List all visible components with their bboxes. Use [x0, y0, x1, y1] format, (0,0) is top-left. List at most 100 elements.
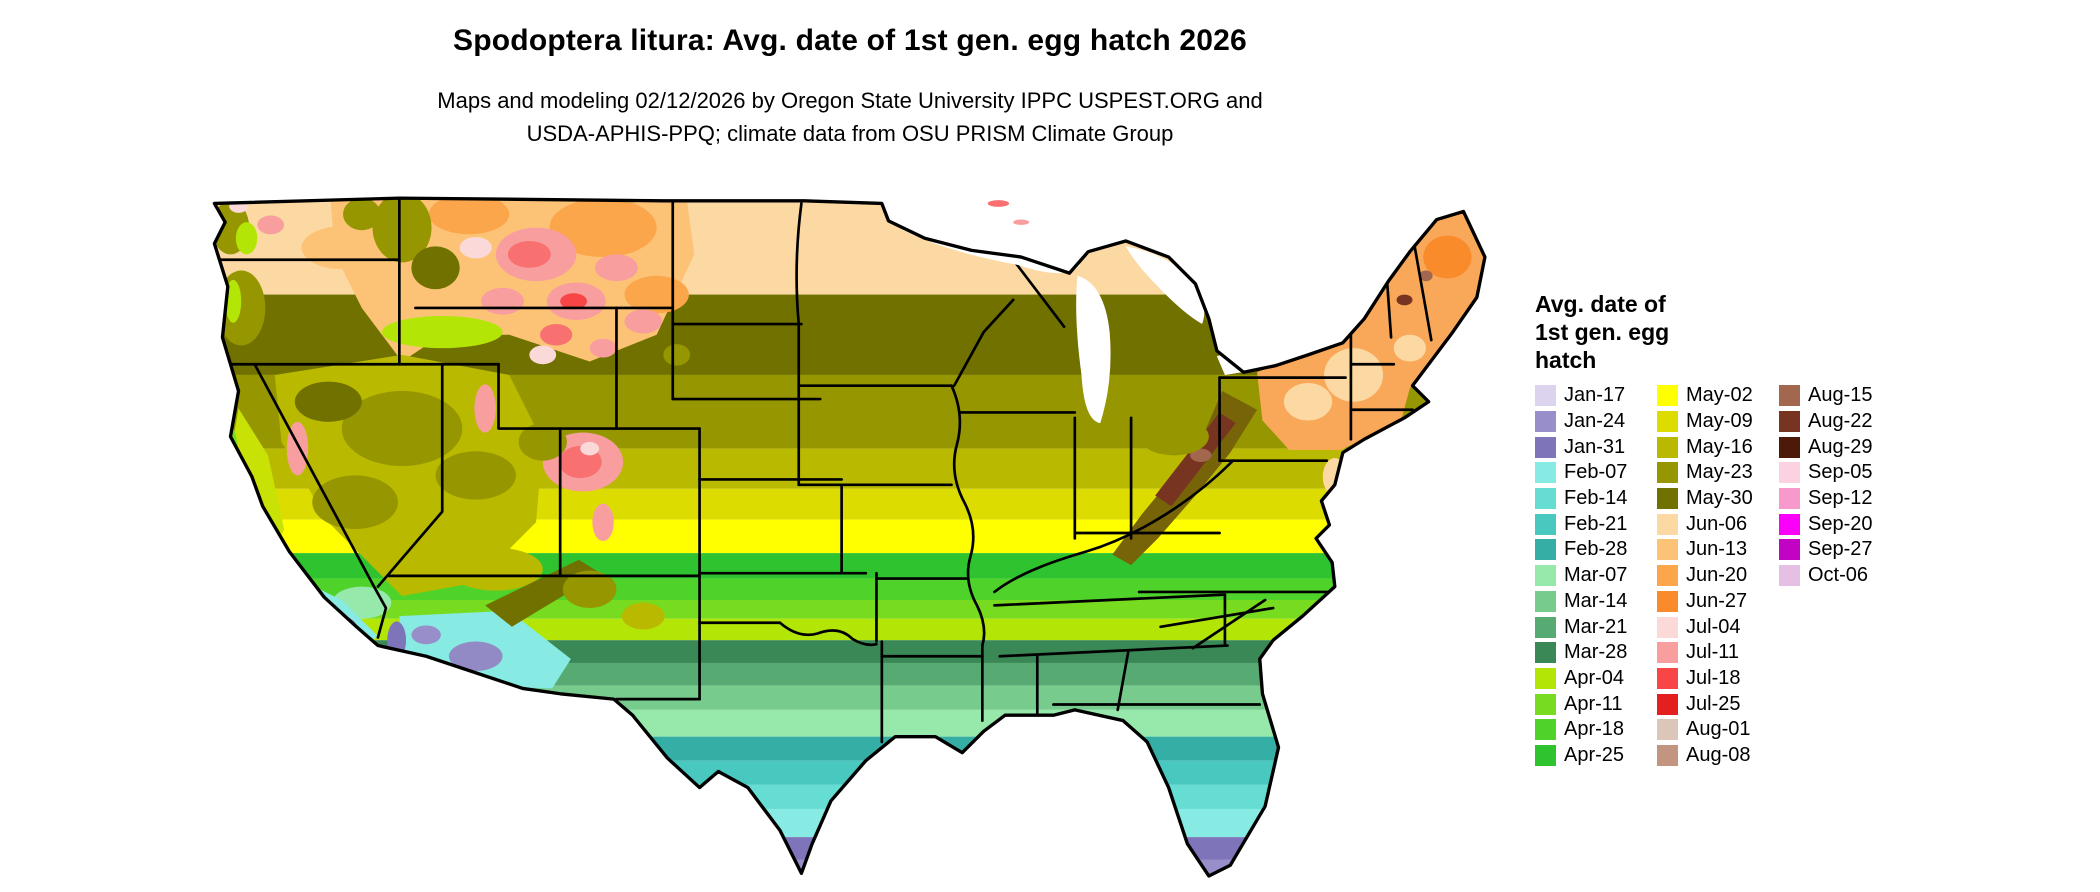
us-choropleth-map: [212, 196, 1487, 878]
legend-color-swatch: [1779, 539, 1800, 561]
legend-entry: Aug-08: [1657, 743, 1779, 769]
legend-color-swatch: [1535, 411, 1556, 433]
legend-color-swatch: [1657, 462, 1678, 484]
legend-entry: Mar-14: [1535, 589, 1657, 615]
legend-date-label: May-09: [1686, 410, 1753, 433]
legend-date-label: Jan-31: [1564, 435, 1626, 458]
legend-color-swatch: [1535, 488, 1556, 510]
legend-entry: Jul-11: [1657, 640, 1779, 666]
legend-column: Jan-17 Jan-24 Jan-31 Feb-07 Feb-14 Feb-21 Feb-…: [1535, 383, 1657, 768]
legend-date-label: Sep-20: [1808, 512, 1873, 535]
page-subtitle: Maps and modeling 02/12/2026 by Oregon S…: [0, 84, 1700, 150]
legend-color-swatch: [1657, 642, 1678, 664]
legend-entry: May-09: [1657, 409, 1779, 435]
subtitle-line-1: Maps and modeling 02/12/2026 by Oregon S…: [437, 88, 1263, 113]
legend-color-swatch: [1535, 539, 1556, 561]
subtitle-line-2: USDA-APHIS-PPQ; climate data from OSU PR…: [526, 121, 1174, 146]
legend-date-label: Jun-06: [1686, 512, 1748, 535]
legend-title-line-3: hatch: [1535, 347, 1597, 373]
legend-date-label: Apr-04: [1564, 666, 1625, 689]
legend-date-label: Mar-21: [1564, 615, 1628, 638]
legend-entry: Jun-13: [1657, 537, 1779, 563]
legend-date-label: Aug-08: [1686, 743, 1751, 766]
legend-color-swatch: [1657, 565, 1678, 587]
legend-date-label: Jul-25: [1686, 692, 1741, 715]
legend-title: Avg. date of 1st gen. egg hatch: [1535, 290, 1873, 374]
legend-date-label: Aug-22: [1808, 410, 1873, 433]
legend-date-label: Oct-06: [1808, 564, 1869, 587]
legend-entry: Sep-05: [1779, 460, 1873, 486]
legend-color-swatch: [1779, 385, 1800, 407]
legend-entry: Jan-31: [1535, 434, 1657, 460]
legend-date-label: Aug-29: [1808, 435, 1873, 458]
legend-entry: May-16: [1657, 434, 1779, 460]
legend-date-label: Feb-28: [1564, 538, 1628, 561]
legend-date-label: Jul-04: [1686, 615, 1741, 638]
legend-entry: May-30: [1657, 486, 1779, 512]
legend-date-label: Sep-12: [1808, 487, 1873, 510]
legend-color-swatch: [1657, 616, 1678, 638]
legend-color-swatch: [1535, 744, 1556, 766]
legend-color-swatch: [1657, 744, 1678, 766]
legend-color-swatch: [1779, 436, 1800, 458]
legend-date-label: May-30: [1686, 487, 1753, 510]
legend-date-label: Mar-28: [1564, 641, 1628, 664]
legend-color-swatch: [1657, 667, 1678, 689]
legend-column: Aug-15 Aug-22 Aug-29 Sep-05 Sep-12 Sep-20 Sep-…: [1779, 383, 1873, 589]
legend-date-label: Feb-21: [1564, 512, 1628, 535]
legend-date-label: Feb-07: [1564, 461, 1628, 484]
legend-entry: Feb-07: [1535, 460, 1657, 486]
legend-entry: Jul-04: [1657, 614, 1779, 640]
legend-color-swatch: [1657, 513, 1678, 535]
legend-color-swatch: [1657, 436, 1678, 458]
legend-entry: Aug-22: [1779, 409, 1873, 435]
legend-color-swatch: [1535, 642, 1556, 664]
us-outline: [212, 196, 1487, 878]
legend-color-swatch: [1535, 667, 1556, 689]
legend-column: May-02 May-09 May-16 May-23 May-30 Jun-06 Jun-…: [1657, 383, 1779, 768]
legend-date-label: Jul-18: [1686, 666, 1741, 689]
legend-entry: May-02: [1657, 383, 1779, 409]
legend-color-swatch: [1535, 565, 1556, 587]
legend-date-label: Jan-17: [1564, 384, 1626, 407]
legend-color-swatch: [1535, 436, 1556, 458]
legend-date-label: Mar-07: [1564, 564, 1628, 587]
legend-color-swatch: [1657, 411, 1678, 433]
legend-entry: Feb-28: [1535, 537, 1657, 563]
legend-title-line-1: Avg. date of: [1535, 291, 1666, 317]
legend-date-label: Jul-11: [1686, 641, 1739, 664]
legend-entry: Feb-21: [1535, 511, 1657, 537]
legend-color-swatch: [1657, 590, 1678, 612]
legend-color-swatch: [1779, 411, 1800, 433]
legend-color-swatch: [1535, 590, 1556, 612]
legend-entry: Jul-18: [1657, 666, 1779, 692]
legend-color-swatch: [1779, 462, 1800, 484]
legend-entry: Aug-15: [1779, 383, 1873, 409]
isle-detail: [1013, 219, 1030, 225]
legend-entry: Jun-20: [1657, 563, 1779, 589]
legend-date-label: Jun-13: [1686, 538, 1748, 561]
legend-color-swatch: [1657, 693, 1678, 715]
legend-entry: Mar-28: [1535, 640, 1657, 666]
legend-color-swatch: [1657, 488, 1678, 510]
page-title: Spodoptera litura: Avg. date of 1st gen.…: [453, 24, 1247, 57]
legend-color-swatch: [1535, 462, 1556, 484]
legend-color-swatch: [1535, 513, 1556, 535]
legend-entry: Sep-27: [1779, 537, 1873, 563]
legend-entry: May-23: [1657, 460, 1779, 486]
legend-entry: Feb-14: [1535, 486, 1657, 512]
legend-entry: Jan-24: [1535, 409, 1657, 435]
legend-date-label: Sep-27: [1808, 538, 1873, 561]
legend-entry: Mar-07: [1535, 563, 1657, 589]
legend-entry: Jan-17: [1535, 383, 1657, 409]
legend-date-label: Aug-01: [1686, 718, 1751, 741]
legend-date-label: May-02: [1686, 384, 1753, 407]
legend-date-label: Sep-05: [1808, 461, 1873, 484]
legend-entry: Aug-01: [1657, 717, 1779, 743]
legend-color-swatch: [1535, 693, 1556, 715]
legend-color-swatch: [1779, 565, 1800, 587]
legend: Avg. date of 1st gen. egg hatch Jan-17 Ja…: [1535, 290, 1873, 768]
legend-date-label: Apr-11: [1564, 692, 1623, 715]
legend-color-swatch: [1535, 385, 1556, 407]
